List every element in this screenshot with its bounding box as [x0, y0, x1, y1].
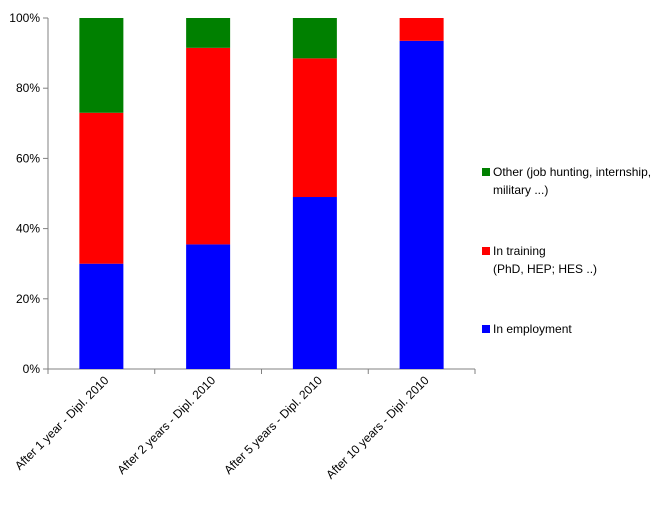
- y-tick-label: 40%: [16, 222, 40, 236]
- legend-swatch-in-employment: [482, 325, 490, 333]
- x-category-label: After 1 year - Dipl. 2010: [12, 373, 112, 473]
- y-tick-label: 100%: [9, 11, 40, 25]
- legend-item-other: Other (job hunting, internship, military…: [482, 163, 651, 199]
- legend-item-in-training: In training (PhD, HEP; HES ..): [482, 242, 597, 278]
- x-category-label: After 2 years - Dipl. 2010: [114, 373, 218, 477]
- legend: Other (job hunting, internship, military…: [482, 0, 667, 513]
- x-axis-labels: After 1 year - Dipl. 2010 After 2 years -…: [12, 373, 432, 482]
- y-tick-label: 80%: [16, 81, 40, 95]
- bar-segment-in-employment: [292, 197, 337, 369]
- bar-segment-in-training: [186, 47, 231, 245]
- bar-segment-other: [186, 18, 231, 48]
- bars: [79, 18, 444, 369]
- bar-segment-in-employment: [79, 263, 124, 369]
- legend-label-other: Other (job hunting, internship, military…: [493, 165, 652, 197]
- bar-segment-in-training: [292, 58, 337, 198]
- legend-swatch-other: [482, 168, 490, 176]
- legend-label-in-employment: In employment: [493, 322, 572, 336]
- bar-segment-in-training: [399, 18, 444, 41]
- bar-segment-other: [79, 18, 124, 113]
- y-axis: 0% 20% 40% 60% 80% 100%: [9, 11, 49, 376]
- bar-segment-in-employment: [399, 40, 444, 369]
- x-category-label: After 10 years - Dipl. 2010: [323, 373, 432, 482]
- y-tick-label: 20%: [16, 292, 40, 306]
- bar-segment-in-training: [79, 112, 124, 264]
- legend-label-in-training: In training (PhD, HEP; HES ..): [493, 244, 598, 276]
- y-tick-label: 60%: [16, 151, 40, 165]
- bar-segment-in-employment: [186, 244, 231, 369]
- bar-segment-other: [292, 18, 337, 59]
- x-category-label: After 5 years - Dipl. 2010: [221, 373, 325, 477]
- y-tick-label: 0%: [23, 362, 41, 376]
- legend-swatch-in-training: [482, 247, 490, 255]
- x-axis: [47, 368, 476, 374]
- legend-item-in-employment: In employment: [482, 320, 572, 338]
